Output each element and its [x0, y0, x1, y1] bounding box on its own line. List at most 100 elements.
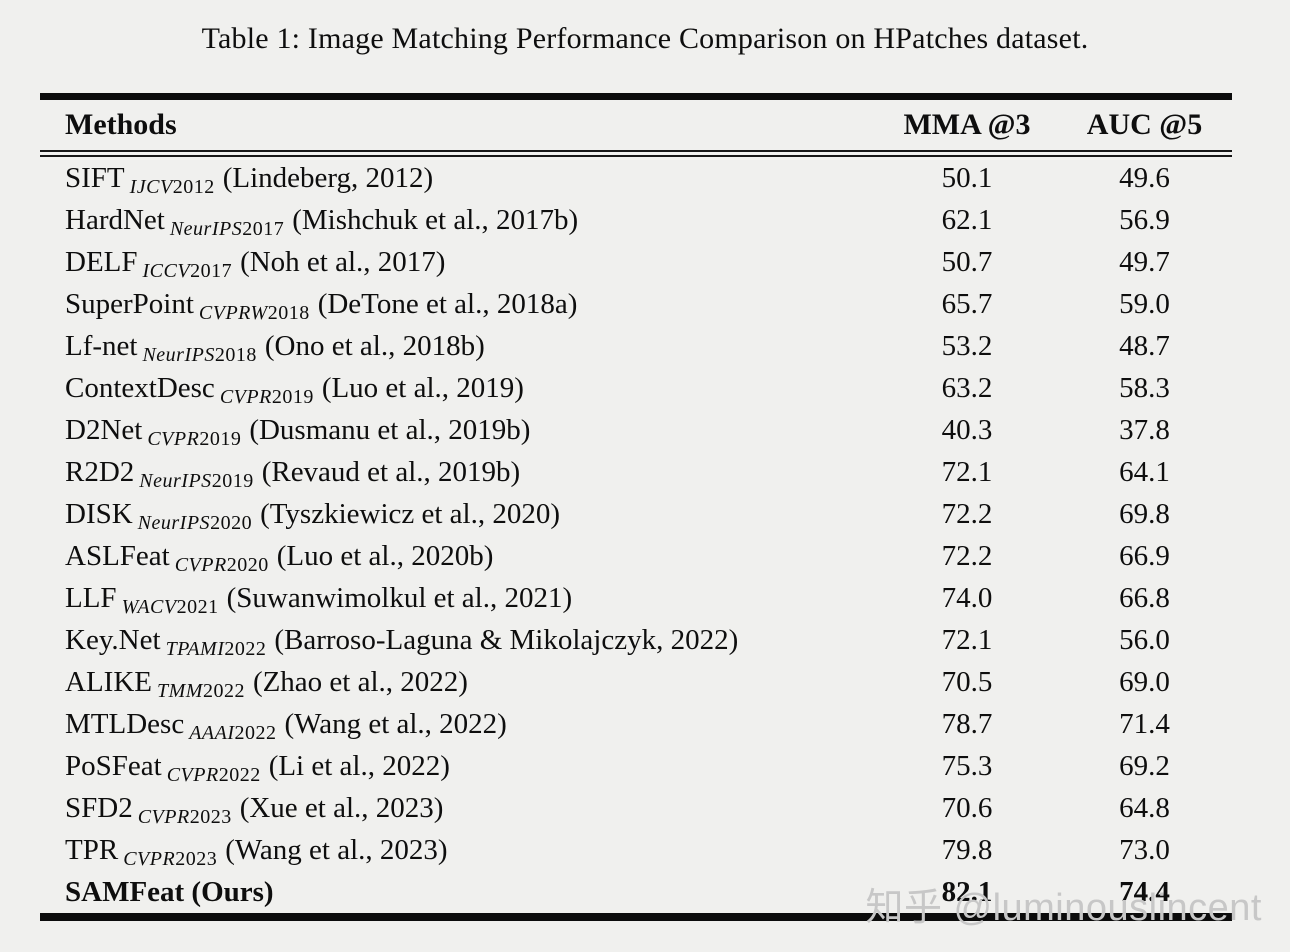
method-cell: Key.Net TPAMI2022 (Barroso-Laguna & Mikola… — [40, 619, 877, 661]
col-header-auc5: AUC @5 — [1057, 96, 1232, 157]
method-cell: ContextDesc CVPR2019 (Luo et al., 2019) — [40, 367, 877, 409]
method-venue-year: 2020 — [226, 553, 269, 576]
method-venue-subscript: NeurIPS2018 — [142, 344, 256, 366]
method-citation: (Luo et al., 2020b) — [276, 539, 494, 572]
method-venue-subscript: CVPR2019 — [147, 428, 241, 450]
method-venue-year: 2022 — [202, 679, 245, 702]
method-venue-year: 2017 — [190, 259, 233, 282]
method-venue: CVPR — [166, 763, 219, 786]
method-venue-year: 2020 — [210, 511, 253, 534]
table-header: Methods MMA @3 AUC @5 — [40, 96, 1232, 157]
method-citation: (DeTone et al., 2018a) — [317, 287, 578, 320]
method-venue: AAAI — [189, 721, 235, 744]
method-venue-subscript: CVPR2020 — [175, 554, 269, 576]
method-citation: (Noh et al., 2017) — [240, 245, 446, 278]
method-venue: TMM — [156, 679, 203, 702]
method-citation: (Suwanwimolkul et al., 2021) — [226, 581, 573, 614]
mma3-value: 74.0 — [941, 581, 993, 614]
auc5-value: 59.0 — [1119, 287, 1170, 320]
method-name: SAMFeat (Ours) — [65, 875, 274, 908]
method-venue: NeurIPS — [142, 343, 215, 366]
method-venue: ICCV — [142, 259, 191, 282]
method-venue: TPAMI — [165, 637, 225, 660]
method-citation: (Xue et al., 2023) — [239, 791, 444, 824]
method-name: SuperPoint — [65, 287, 194, 320]
method-citation: (Dusmanu et al., 2019b) — [249, 413, 531, 446]
table-row: SuperPoint CVPRW2018 (DeTone et al., 2018a… — [40, 283, 1232, 325]
method-citation: (Li et al., 2022) — [268, 749, 450, 782]
method-cell: SIFT IJCV2012 (Lindeberg, 2012) — [40, 154, 877, 200]
mma3-value: 40.3 — [941, 413, 993, 446]
watermark: 知乎 @luminouslincent — [865, 887, 1262, 929]
mma3-value: 70.6 — [941, 791, 993, 824]
method-name: R2D2 — [65, 455, 135, 488]
method-venue: CVPRW — [198, 301, 268, 324]
mma3-value: 72.2 — [941, 497, 993, 530]
method-cell: SuperPoint CVPRW2018 (DeTone et al., 2018a… — [40, 283, 877, 325]
method-venue-year: 2018 — [267, 301, 310, 324]
mma3-value: 82.1 — [941, 875, 993, 908]
table-caption: Table 1: Image Matching Performance Comp… — [201, 22, 1089, 55]
method-citation: (Wang et al., 2023) — [225, 833, 448, 866]
method-citation: (Ono et al., 2018b) — [264, 329, 485, 362]
method-venue-year: 2021 — [176, 595, 219, 618]
method-venue: CVPR — [137, 805, 190, 828]
method-cell: D2Net CVPR2019 (Dusmanu et al., 2019b) — [40, 409, 877, 451]
method-venue: NeurIPS — [137, 511, 211, 534]
method-venue: CVPR — [219, 385, 272, 408]
mma3-value: 75.3 — [941, 749, 993, 782]
table-row: DISK NeurIPS2020 (Tyszkiewicz et al., 2020… — [40, 493, 1232, 535]
mma3-value: 72.1 — [941, 623, 993, 656]
table-row: SIFT IJCV2012 (Lindeberg, 2012) 50.1 49.6 — [40, 154, 1232, 200]
method-name: DELF — [65, 245, 138, 278]
method-citation: (Wang et al., 2022) — [284, 707, 507, 740]
method-venue: CVPR — [147, 427, 200, 450]
auc5-value: 66.8 — [1119, 581, 1170, 614]
method-citation: (Mishchuk et al., 2017b) — [292, 203, 579, 236]
method-citation: (Revaud et al., 2019b) — [261, 455, 521, 488]
table-row: SFD2 CVPR2023 (Xue et al., 2023) 70.6 64.8 — [40, 787, 1232, 829]
col-header-methods: Methods — [40, 96, 877, 157]
mma3-value: 72.2 — [941, 539, 993, 572]
method-cell: R2D2 NeurIPS2019 (Revaud et al., 2019b) — [40, 451, 877, 493]
method-cell: LLF WACV2021 (Suwanwimolkul et al., 2021) — [40, 577, 877, 619]
method-venue: IJCV — [129, 175, 173, 198]
method-name: ContextDesc — [65, 371, 215, 404]
mma3-value: 53.2 — [941, 329, 993, 362]
method-cell: SAMFeat (Ours) — [40, 871, 877, 917]
method-venue-year: 2022 — [234, 721, 277, 744]
method-cell: MTLDesc AAAI2022 (Wang et al., 2022) — [40, 703, 877, 745]
mma3-value: 65.7 — [941, 287, 993, 320]
table-row: SAMFeat (Ours) 82.1 74.4 — [40, 871, 1232, 917]
method-cell: TPR CVPR2023 (Wang et al., 2023) — [40, 829, 877, 871]
method-name: HardNet — [65, 203, 165, 236]
method-name: DISK — [65, 497, 133, 530]
table-row: LLF WACV2021 (Suwanwimolkul et al., 2021) … — [40, 577, 1232, 619]
table-row: ASLFeat CVPR2020 (Luo et al., 2020b) 72.2 … — [40, 535, 1232, 577]
header-row: Methods MMA @3 AUC @5 — [40, 96, 1232, 157]
method-venue-year: 2022 — [218, 763, 261, 786]
method-venue-year: 2017 — [242, 217, 285, 240]
method-venue-year: 2012 — [172, 175, 215, 198]
table-body: SIFT IJCV2012 (Lindeberg, 2012) 50.1 49.6 … — [40, 154, 1232, 918]
table-row: DELF ICCV2017 (Noh et al., 2017) 50.7 49.7 — [40, 241, 1232, 283]
method-venue: CVPR — [174, 553, 227, 576]
method-venue-subscript: CVPR2022 — [167, 764, 261, 786]
table-row: PoSFeat CVPR2022 (Li et al., 2022) 75.3 69… — [40, 745, 1232, 787]
method-venue-year: 2019 — [199, 427, 242, 450]
method-venue: NeurIPS — [139, 469, 212, 492]
method-venue-subscript: ICCV2017 — [143, 260, 233, 282]
auc5-value: 69.2 — [1119, 749, 1170, 782]
auc5-value: 69.8 — [1119, 497, 1170, 530]
table-row: HardNet NeurIPS2017 (Mishchuk et al., 2017… — [40, 199, 1232, 241]
method-venue-subscript: CVPR2023 — [123, 848, 217, 870]
method-venue-year: 2022 — [224, 637, 267, 660]
auc5-value: 37.8 — [1119, 413, 1170, 446]
table-row: D2Net CVPR2019 (Dusmanu et al., 2019b) 40.… — [40, 409, 1232, 451]
method-citation: (Tyszkiewicz et al., 2020) — [260, 497, 561, 530]
method-venue-subscript: TMM2022 — [157, 680, 245, 702]
table-row: Key.Net TPAMI2022 (Barroso-Laguna & Mikola… — [40, 619, 1232, 661]
mma3-value: 62.1 — [941, 203, 993, 236]
table-row: ContextDesc CVPR2019 (Luo et al., 2019) 63… — [40, 367, 1232, 409]
method-cell: ASLFeat CVPR2020 (Luo et al., 2020b) — [40, 535, 877, 577]
